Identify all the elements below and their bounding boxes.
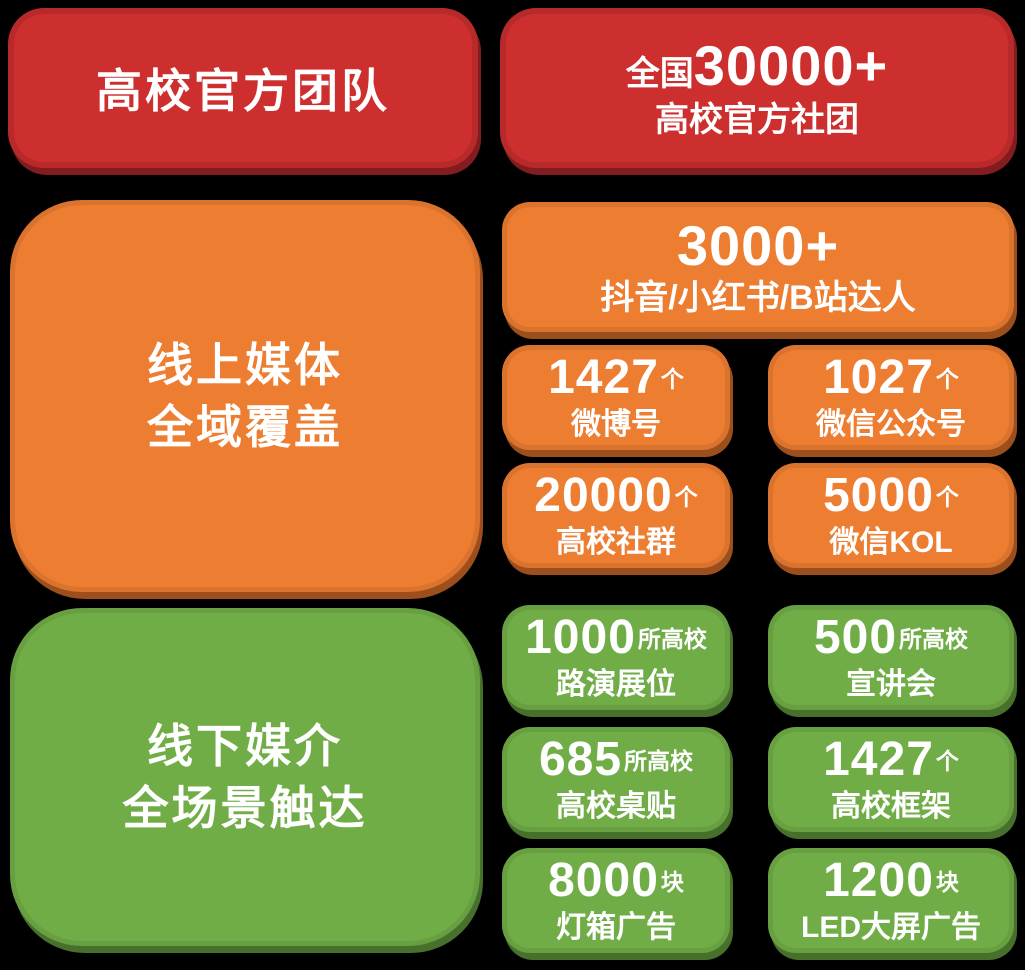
info-session-number: 500 xyxy=(813,611,898,664)
stat-weibo-accounts: 1427 个 微博号 xyxy=(502,345,730,450)
desk-sticker-number-line: 685 所高校 xyxy=(539,736,693,784)
section-official-teams-header: 高校官方团队 xyxy=(8,8,478,168)
offline-media-title-line1: 线下媒介 xyxy=(147,719,343,772)
frame-unit: 个 xyxy=(935,748,959,774)
info-session-number-line: 500 所高校 xyxy=(814,614,968,662)
frame-number-line: 1427 个 xyxy=(823,736,959,784)
stat-official-clubs: 全国 30000+ 高校官方社团 xyxy=(500,8,1014,168)
wechat-kol-number-line: 5000 个 xyxy=(823,472,959,520)
led-label: LED大屏广告 xyxy=(801,911,981,944)
stat-wechat-official-accounts: 1027 个 微信公众号 xyxy=(768,345,1014,450)
roadshow-number-line: 1000 所高校 xyxy=(525,614,707,662)
lightbox-number: 8000 xyxy=(548,854,659,907)
frame-number: 1427 xyxy=(823,733,934,786)
desk-sticker-label: 高校桌贴 xyxy=(556,790,676,823)
online-media-title-line1: 线上媒体 xyxy=(147,338,343,391)
wechat-kol-label: 微信KOL xyxy=(829,526,953,559)
lightbox-unit: 块 xyxy=(660,869,684,895)
info-session-label: 宣讲会 xyxy=(846,668,936,701)
wechat-official-number: 1027 xyxy=(823,351,934,404)
lightbox-number-line: 8000 块 xyxy=(548,857,684,905)
roadshow-unit: 所高校 xyxy=(637,626,707,652)
wechat-kol-number: 5000 xyxy=(823,469,934,522)
stat-campus-communities: 20000 个 高校社群 xyxy=(502,463,730,568)
weibo-label: 微博号 xyxy=(571,408,661,441)
communities-label: 高校社群 xyxy=(556,526,676,559)
led-unit: 块 xyxy=(935,869,959,895)
section-offline-media-header: 线下媒介 全场景触达 xyxy=(10,608,480,946)
offline-media-title-line2: 全场景触达 xyxy=(122,782,368,834)
info-session-unit: 所高校 xyxy=(899,626,969,652)
weibo-unit: 个 xyxy=(660,366,684,392)
stat-led-screen-ads: 1200 块 LED大屏广告 xyxy=(768,848,1014,953)
communities-number: 20000 xyxy=(534,469,673,522)
communities-number-line: 20000 个 xyxy=(534,472,697,520)
communities-unit: 个 xyxy=(674,484,698,510)
roadshow-number: 1000 xyxy=(525,611,636,664)
official-teams-title: 高校官方团队 xyxy=(96,65,390,117)
stat-influencers: 3000+ 抖音/小红书/B站达人 xyxy=(502,202,1014,332)
wechat-kol-unit: 个 xyxy=(935,484,959,510)
frame-label: 高校框架 xyxy=(831,790,951,823)
stat-campus-frames: 1427 个 高校框架 xyxy=(768,727,1014,832)
stat-roadshow-booths: 1000 所高校 路演展位 xyxy=(502,605,730,710)
official-clubs-label: 高校官方社团 xyxy=(655,101,859,140)
influencers-number: 3000+ xyxy=(676,213,840,277)
official-clubs-number: 30000+ xyxy=(693,33,889,97)
desk-sticker-number: 685 xyxy=(538,733,623,786)
official-clubs-number-line: 全国 30000+ xyxy=(626,34,888,98)
wechat-official-unit: 个 xyxy=(935,366,959,392)
lightbox-label: 灯箱广告 xyxy=(556,911,676,944)
stat-desk-stickers: 685 所高校 高校桌贴 xyxy=(502,727,730,832)
weibo-number-line: 1427 个 xyxy=(548,354,684,402)
wechat-official-number-line: 1027 个 xyxy=(823,354,959,402)
desk-sticker-unit: 所高校 xyxy=(624,748,694,774)
roadshow-label: 路演展位 xyxy=(556,668,676,701)
influencers-label: 抖音/小红书/B站达人 xyxy=(600,278,916,317)
led-number: 1200 xyxy=(823,854,934,907)
stat-wechat-kol: 5000 个 微信KOL xyxy=(768,463,1014,568)
stat-info-sessions: 500 所高校 宣讲会 xyxy=(768,605,1014,710)
section-online-media-header: 线上媒体 全域覆盖 xyxy=(10,200,480,592)
online-media-title-line2: 全域覆盖 xyxy=(147,401,343,453)
weibo-number: 1427 xyxy=(548,351,659,404)
led-number-line: 1200 块 xyxy=(823,857,959,905)
wechat-official-label: 微信公众号 xyxy=(816,408,966,441)
stat-lightbox-ads: 8000 块 灯箱广告 xyxy=(502,848,730,953)
official-clubs-prefix: 全国 xyxy=(625,54,694,93)
